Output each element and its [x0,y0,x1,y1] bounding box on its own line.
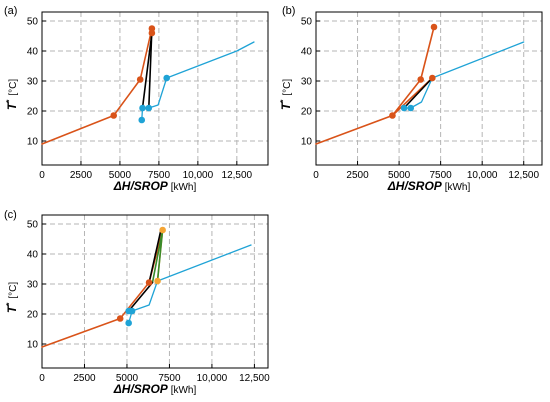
y-axis-title: T*[°C] [5,79,20,110]
x-tick-label: 12,500 [508,170,539,181]
x-tick-label: 10,000 [197,373,228,384]
y-tick-label: 40 [301,47,313,58]
panel-label: (b) [282,5,295,17]
series-line-link [148,27,153,109]
data-point-cold [407,104,415,112]
y-tick-label: 30 [27,77,39,88]
data-point-hot [136,76,144,83]
series-line-cold [128,244,252,324]
data-point-hot [148,29,156,37]
data-point-cold [125,319,132,327]
data-point-cold [145,104,153,112]
y-tick-label: 30 [27,280,39,291]
x-axis-title: ΔH/SROP [kWh] [387,179,471,193]
series-line-link [141,32,153,109]
series-line-link [127,281,154,312]
x-tick-label: 0 [39,170,45,181]
x-tick-label: 7500 [430,170,453,181]
y-axis-title: T*[°C] [5,282,20,313]
x-tick-label: 7500 [148,170,171,181]
series-line-hot [41,229,164,348]
y-tick-label: 30 [301,77,313,88]
data-point-hot [417,76,424,83]
x-tick-label: 7500 [158,373,181,384]
data-point-orange_light [154,277,161,285]
y-tick-label: 40 [27,47,39,58]
y-axis-title: T*[°C] [279,79,294,110]
y-tick-label: 40 [27,250,39,261]
y-tick-label: 10 [27,340,39,351]
series-line-link [148,229,162,284]
plot-frame [41,214,269,369]
x-tick-label: 0 [39,373,45,384]
data-point-cold [400,104,408,112]
y-tick-label: 20 [27,310,39,321]
x-tick-label: 0 [313,170,319,181]
chart-panel: 0 2500 5000 7500 10,000 12,500 10 20 30 40 50 (b) ΔH… [279,5,543,193]
data-point-hot [389,112,396,119]
x-tick-label: 2500 [346,170,369,181]
series-line-hot [315,26,435,145]
y-tick-label: 20 [27,107,39,118]
data-point-cold [128,307,136,315]
data-point-hot [430,23,438,31]
x-tick-label: 5000 [109,170,132,181]
x-axis-title: ΔH/SROP [kWh] [113,179,197,193]
plot-frame [315,11,543,166]
data-point-hot [145,279,153,286]
x-axis-title: ΔH/SROP [kWh] [113,382,197,396]
chart-panel: 0 2500 5000 7500 10,000 12,500 10 20 30 40 50 (c) ΔH… [4,209,270,396]
x-tick-label: 2500 [73,373,96,384]
y-tick-label: 10 [301,137,313,148]
x-tick-label: 2500 [70,170,93,181]
x-tick-label: 5000 [388,170,411,181]
series-line-green [151,229,164,284]
x-tick-label: 5000 [116,373,139,384]
panel-label: (a) [4,5,17,17]
data-point-orange_light [159,226,166,234]
y-tick-label: 50 [27,17,39,28]
panel-label: (c) [4,209,17,221]
y-tick-label: 10 [27,137,39,148]
data-point-hot [110,112,117,119]
y-tick-label: 50 [27,220,39,231]
series-line-link [403,77,434,109]
plot-frame [41,11,269,166]
data-point-cold [138,116,146,124]
data-point-hot [429,74,436,82]
x-tick-label: 12,500 [222,170,253,181]
x-tick-label: 12,500 [239,373,270,384]
chart-panel: 0 2500 5000 7500 10,000 12,500 10 20 30 40 50 (a) ΔH… [4,5,269,193]
x-tick-label: 10,000 [183,170,214,181]
data-point-cold [139,104,146,112]
y-tick-label: 20 [301,107,313,118]
data-point-hot [116,315,124,322]
y-tick-label: 50 [301,17,313,28]
data-point-cold [163,74,170,82]
x-tick-label: 10,000 [467,170,498,181]
series-line-hot [41,27,153,145]
